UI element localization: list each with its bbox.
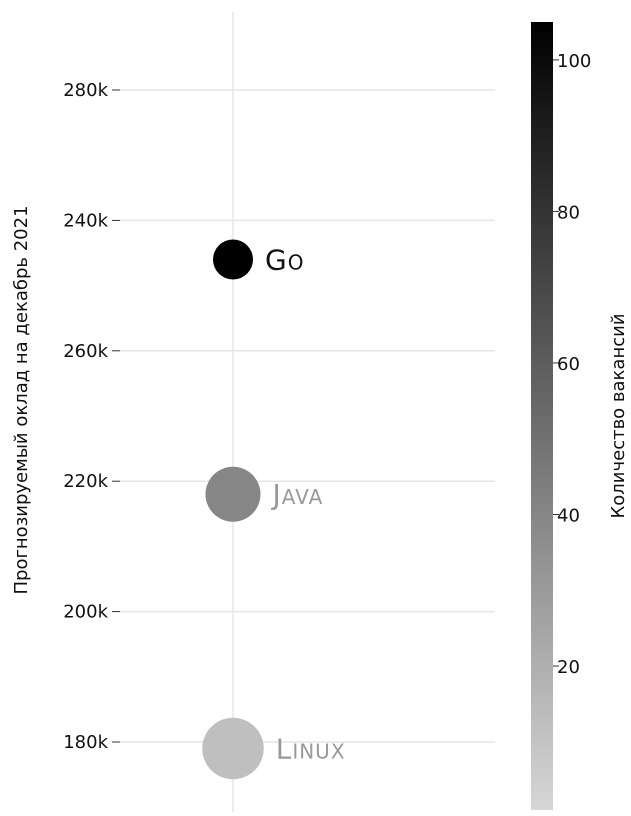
data-point-java: [205, 466, 261, 522]
point-label-go: Go: [265, 244, 304, 277]
colorbar-tick-label: 80: [557, 202, 580, 223]
data-point-linux: [202, 717, 264, 780]
colorbar: [531, 22, 553, 810]
colorbar-tick-label: 60: [557, 354, 580, 375]
point-label-linux: Linux: [276, 733, 346, 766]
colorbar-tick-label: 100: [557, 51, 591, 72]
y-tick-label: 260k: [63, 341, 108, 362]
point-label-java: Java: [271, 478, 324, 511]
y-tick-label: 200k: [63, 602, 108, 623]
colorbar-tick-label: 20: [557, 657, 580, 678]
y-tick-label: 180k: [63, 732, 108, 753]
points: Go Java Linux: [202, 239, 346, 780]
data-point-go: [213, 239, 253, 280]
colorbar-title: Количество вакансий: [608, 313, 629, 518]
y-tick-label: 280k: [63, 80, 108, 101]
y-tick-label: 220k: [63, 471, 108, 492]
colorbar-tick-label: 40: [557, 506, 580, 527]
y-axis-title: Прогнозируемый оклад на декабрь 2021: [11, 205, 32, 594]
y-tick-label: 240k: [63, 210, 108, 231]
y-ticks: 280k 240k 260k 220k 200k 180k: [63, 80, 120, 753]
grid-lines: [120, 89, 495, 743]
colorbar-ticks: 100 80 60 40 20: [553, 51, 591, 678]
